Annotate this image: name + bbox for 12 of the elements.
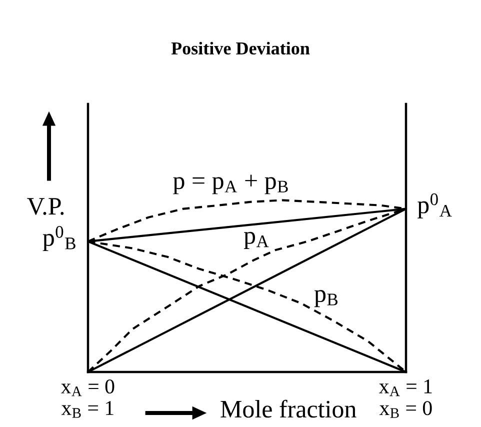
series-label: p = p$_{A}$ + p$_{B}$ (173, 174, 288, 194)
text: x$_{B}$ = 0 (379, 401, 432, 418)
annotation: p$^{0}$$_{A}$ (418, 193, 452, 218)
series-label: p$_{A}$ (244, 232, 269, 249)
text: x$_{B}$ = 1 (61, 401, 114, 418)
x-tick-label: x$_{A}$ = 0 (60, 379, 114, 396)
x-tick-label: x$_{A}$ = 1 (378, 379, 432, 396)
x-axis-title: Mole fraction (220, 400, 356, 418)
chart-title: Positive Deviation (171, 42, 310, 55)
series-label: p$_{B}$ (314, 290, 338, 308)
y-axis-title: V.P. (27, 198, 64, 215)
annotation: p$^{0}$$_{B}$ (42, 226, 76, 252)
